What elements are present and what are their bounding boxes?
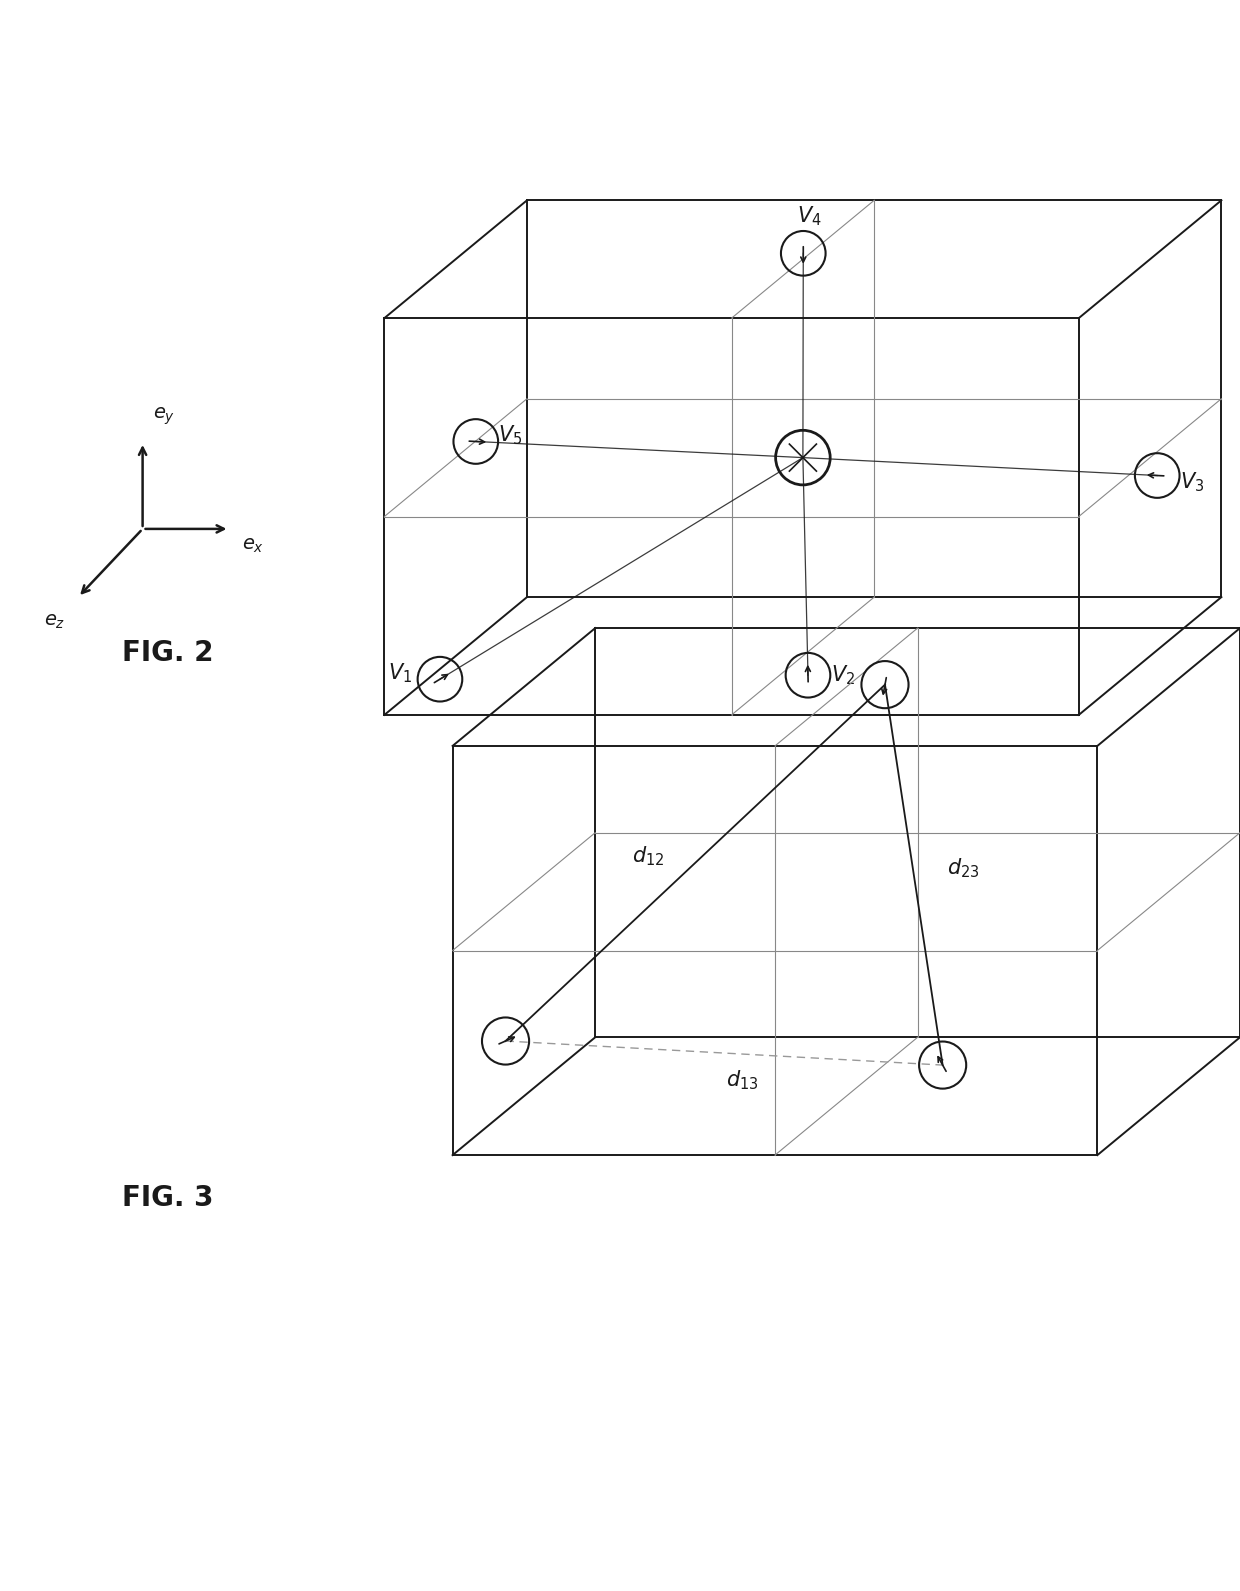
Text: $V_1$: $V_1$ [388, 662, 413, 684]
Text: $V_5$: $V_5$ [498, 423, 522, 447]
Text: $V_2$: $V_2$ [831, 663, 854, 687]
Text: $V_4$: $V_4$ [797, 204, 822, 228]
Text: $d_{23}$: $d_{23}$ [947, 858, 980, 880]
Text: $e_x$: $e_x$ [242, 536, 264, 555]
Text: $e_y$: $e_y$ [153, 406, 175, 428]
Text: $e_z$: $e_z$ [45, 613, 66, 632]
Text: $V_3$: $V_3$ [1179, 469, 1204, 493]
Text: FIG. 2: FIG. 2 [122, 640, 213, 667]
Text: $d_{13}$: $d_{13}$ [727, 1069, 759, 1091]
Text: $d_{12}$: $d_{12}$ [632, 845, 665, 869]
Text: FIG. 3: FIG. 3 [122, 1185, 213, 1212]
